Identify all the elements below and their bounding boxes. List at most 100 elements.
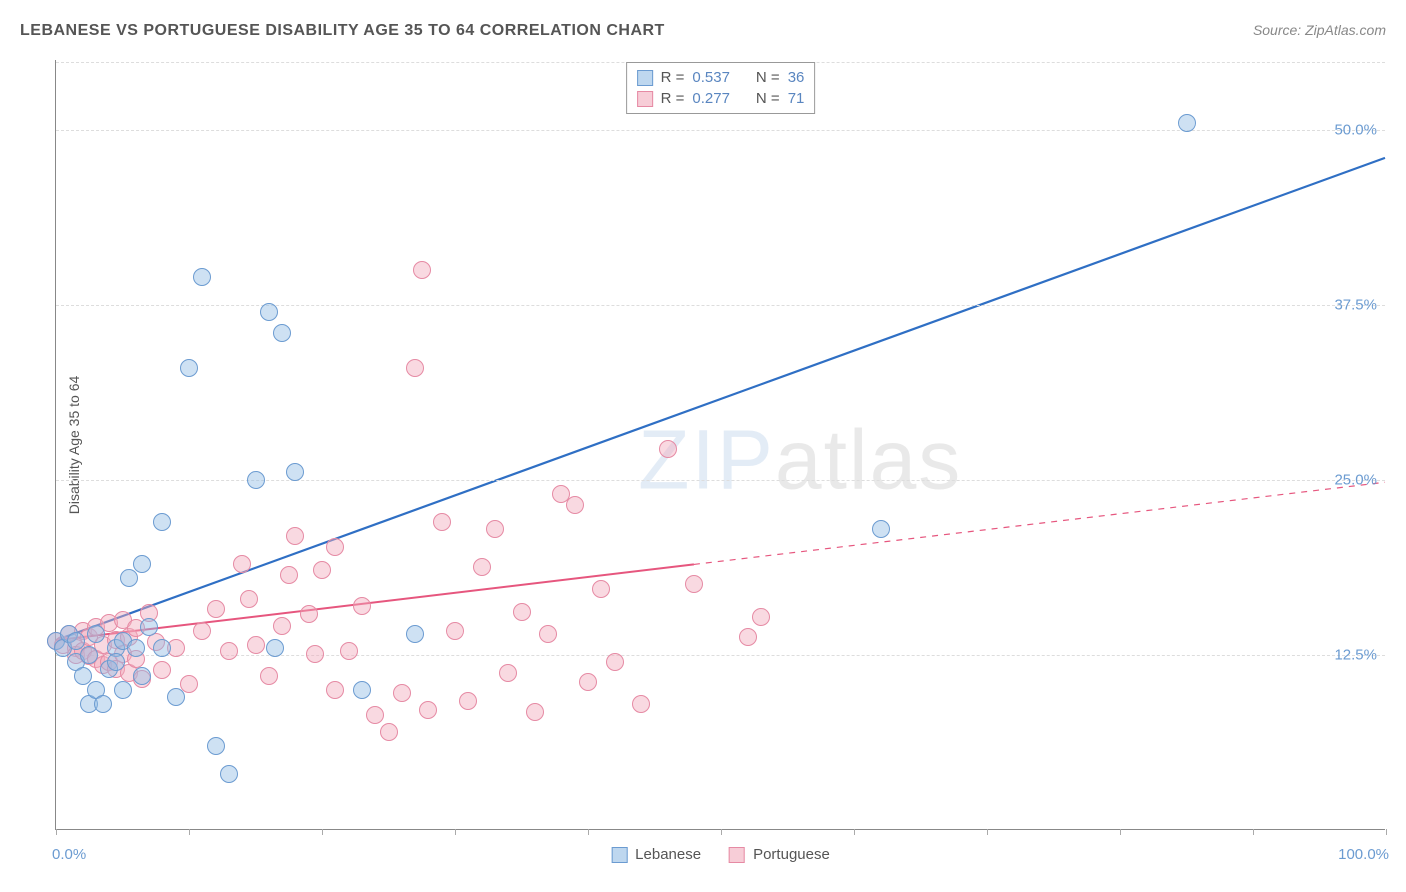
chart-title: LEBANESE VS PORTUGUESE DISABILITY AGE 35… <box>20 22 665 40</box>
x-tick <box>56 829 57 835</box>
data-point-b <box>632 695 650 713</box>
data-point-a <box>107 653 125 671</box>
series-legend: Lebanese Portuguese <box>611 846 830 863</box>
data-point-b <box>306 645 324 663</box>
data-point-a <box>87 625 105 643</box>
y-tick-label: 12.5% <box>1334 647 1377 664</box>
data-point-b <box>419 701 437 719</box>
data-point-b <box>380 723 398 741</box>
data-point-b <box>473 558 491 576</box>
x-tick <box>721 829 722 835</box>
data-point-b <box>606 653 624 671</box>
r-label: R = <box>661 69 685 86</box>
n-label: N = <box>756 69 780 86</box>
data-point-a <box>127 639 145 657</box>
n-value-a: 36 <box>788 69 805 86</box>
data-point-b <box>153 661 171 679</box>
r-label: R = <box>661 90 685 107</box>
data-point-b <box>353 597 371 615</box>
data-point-b <box>513 603 531 621</box>
n-value-b: 71 <box>788 90 805 107</box>
data-point-b <box>499 664 517 682</box>
data-point-a <box>273 324 291 342</box>
legend-label-b: Portuguese <box>753 846 830 863</box>
data-point-b <box>340 642 358 660</box>
trend-line <box>694 482 1385 564</box>
y-tick-label: 25.0% <box>1334 472 1377 489</box>
data-point-a <box>167 688 185 706</box>
legend-item-b: Portuguese <box>729 846 830 863</box>
chart-container: LEBANESE VS PORTUGUESE DISABILITY AGE 35… <box>0 0 1406 892</box>
data-point-b <box>393 684 411 702</box>
x-tick <box>1386 829 1387 835</box>
data-point-a <box>153 513 171 531</box>
x-tick <box>455 829 456 835</box>
data-point-a <box>67 632 85 650</box>
trend-lines-svg <box>56 60 1385 829</box>
data-point-a <box>1178 114 1196 132</box>
data-point-a <box>153 639 171 657</box>
data-point-b <box>326 538 344 556</box>
data-point-b <box>413 261 431 279</box>
data-point-a <box>80 646 98 664</box>
data-point-a <box>120 569 138 587</box>
data-point-b <box>592 580 610 598</box>
x-tick <box>588 829 589 835</box>
data-point-b <box>193 622 211 640</box>
data-point-b <box>659 440 677 458</box>
data-point-a <box>207 737 225 755</box>
x-axis-max-label: 100.0% <box>1338 846 1389 863</box>
data-point-b <box>366 706 384 724</box>
legend-label-a: Lebanese <box>635 846 701 863</box>
x-axis-min-label: 0.0% <box>52 846 86 863</box>
data-point-b <box>752 608 770 626</box>
data-point-b <box>247 636 265 654</box>
x-tick <box>1120 829 1121 835</box>
swatch-a-icon <box>637 70 653 86</box>
plot-area: Disability Age 35 to 64 ZIPatlas 12.5%25… <box>55 60 1385 830</box>
r-value-a: 0.537 <box>692 69 730 86</box>
data-point-a <box>180 359 198 377</box>
data-point-a <box>133 667 151 685</box>
data-point-b <box>207 600 225 618</box>
data-point-b <box>300 605 318 623</box>
data-point-b <box>739 628 757 646</box>
data-point-b <box>526 703 544 721</box>
data-point-b <box>486 520 504 538</box>
data-point-b <box>685 575 703 593</box>
source-attribution: Source: ZipAtlas.com <box>1253 22 1386 38</box>
data-point-b <box>579 673 597 691</box>
data-point-a <box>286 463 304 481</box>
data-point-b <box>446 622 464 640</box>
data-point-a <box>406 625 424 643</box>
data-point-b <box>326 681 344 699</box>
data-point-a <box>133 555 151 573</box>
data-point-b <box>313 561 331 579</box>
x-tick <box>1253 829 1254 835</box>
data-point-b <box>433 513 451 531</box>
data-point-a <box>247 471 265 489</box>
swatch-b-icon <box>729 847 745 863</box>
gridline <box>56 305 1385 306</box>
data-point-b <box>220 642 238 660</box>
data-point-a <box>266 639 284 657</box>
stats-legend: R = 0.537 N = 36 R = 0.277 N = 71 <box>626 62 816 114</box>
data-point-b <box>406 359 424 377</box>
data-point-a <box>872 520 890 538</box>
data-point-a <box>260 303 278 321</box>
x-tick <box>854 829 855 835</box>
gridline <box>56 655 1385 656</box>
data-point-b <box>233 555 251 573</box>
data-point-a <box>353 681 371 699</box>
swatch-b-icon <box>637 91 653 107</box>
legend-item-a: Lebanese <box>611 846 701 863</box>
data-point-b <box>286 527 304 545</box>
data-point-a <box>114 681 132 699</box>
swatch-a-icon <box>611 847 627 863</box>
x-tick <box>322 829 323 835</box>
data-point-a <box>94 695 112 713</box>
data-point-b <box>539 625 557 643</box>
data-point-b <box>459 692 477 710</box>
y-tick-label: 50.0% <box>1334 122 1377 139</box>
stats-row-b: R = 0.277 N = 71 <box>637 88 805 109</box>
